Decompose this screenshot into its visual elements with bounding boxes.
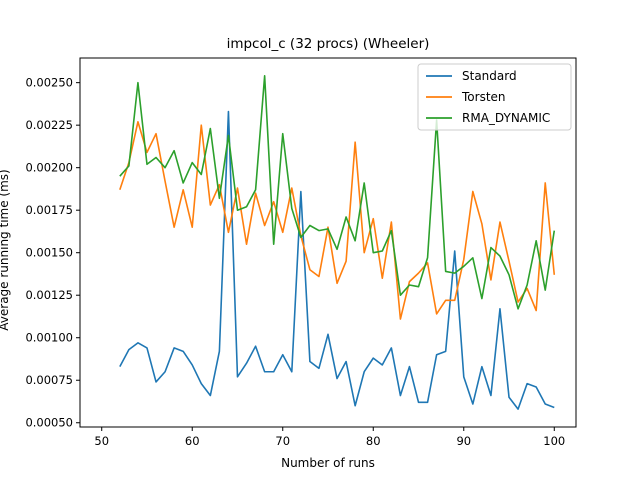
x-axis: 50 60 70 80 90 100	[94, 427, 565, 448]
x-tick-label: 70	[275, 434, 290, 448]
y-tick-label: 0.00050	[25, 416, 73, 430]
legend: Standard Torsten RMA_DYNAMIC	[417, 63, 572, 131]
legend-label: RMA_DYNAMIC	[462, 111, 550, 125]
series-line-torsten	[119, 120, 556, 320]
plot-frame	[79, 57, 577, 428]
y-tick-label: 0.00150	[25, 246, 73, 260]
x-tick-label: 100	[543, 434, 565, 448]
y-tick-label: 0.00075	[25, 373, 73, 387]
series-line-rma-dynamic	[119, 75, 556, 310]
y-axis-label: Average running time (ms)	[0, 169, 11, 330]
series-line-standard	[119, 110, 555, 410]
legend-label: Standard	[462, 69, 517, 83]
legend-box	[417, 63, 572, 131]
y-axis: 0.00050 0.00075 0.00100 0.00125 0.00150 0.001…	[25, 76, 80, 430]
y-tick-label: 0.00100	[25, 331, 73, 345]
y-tick-label: 0.00175	[25, 203, 73, 217]
y-tick-label: 0.00250	[25, 76, 73, 90]
y-tick-label: 0.00225	[25, 118, 73, 132]
x-tick-label: 50	[94, 434, 109, 448]
y-tick-label: 0.00200	[25, 161, 73, 175]
x-axis-label: Number of runs	[281, 456, 375, 470]
legend-label: Torsten	[461, 90, 506, 104]
x-tick-label: 60	[185, 434, 200, 448]
x-tick-label: 90	[456, 434, 471, 448]
y-tick-label: 0.00125	[25, 288, 73, 302]
series-layer	[119, 75, 556, 410]
x-tick-label: 80	[366, 434, 381, 448]
chart-title: impcol_c (32 procs) (Wheeler)	[227, 36, 430, 52]
